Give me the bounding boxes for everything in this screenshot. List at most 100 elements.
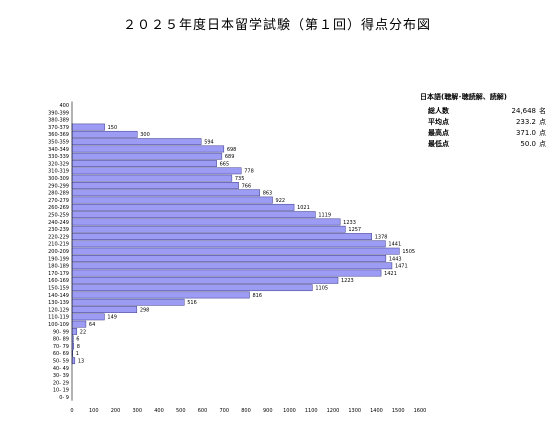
bar — [71, 196, 273, 204]
y-tick-label: 160-169 — [48, 278, 69, 284]
bar — [71, 145, 225, 153]
y-tick-label: 290-299 — [48, 183, 69, 189]
stats-label: 総人数 — [428, 106, 449, 115]
page-title: ２０２５年度日本留学試験（第１回）得点分布図 — [122, 18, 431, 33]
bar — [71, 276, 339, 284]
data-label: 22 — [80, 329, 86, 335]
stats-value: 371.0 — [515, 128, 536, 137]
data-label: 1441 — [388, 242, 401, 248]
data-label: 149 — [107, 315, 117, 321]
y-tick-label: 130-139 — [48, 300, 69, 306]
bar — [71, 357, 76, 365]
y-tick-label: 140-149 — [48, 293, 69, 299]
bar — [71, 320, 87, 328]
bar — [71, 123, 105, 131]
y-tick-label: 30- 39 — [53, 373, 69, 379]
y-tick-label: 70- 79 — [53, 344, 69, 350]
x-tick-label: 800 — [241, 408, 251, 414]
y-tick-label: 50- 59 — [53, 358, 69, 364]
bar-layer — [71, 123, 400, 365]
bar — [71, 247, 400, 255]
y-tick-label: 230-239 — [48, 227, 69, 233]
stats-unit: 点 — [539, 139, 546, 148]
y-tick-label: 60- 69 — [53, 351, 69, 357]
bar — [71, 152, 223, 160]
x-tick-label: 1000 — [283, 408, 296, 414]
bar — [71, 328, 78, 335]
data-label: 1421 — [384, 271, 397, 277]
y-tick-label: 340-349 — [48, 147, 69, 153]
data-label: 64 — [89, 322, 95, 328]
y-tick-label: 350-359 — [48, 139, 69, 145]
stats-value: 50.0 — [520, 139, 536, 148]
data-label: 6 — [76, 337, 79, 343]
bar — [71, 262, 393, 270]
data-label: 300 — [140, 132, 150, 138]
y-tick-label: 280-289 — [48, 191, 69, 197]
y-tick-label: 250-259 — [48, 212, 69, 218]
x-tick-label: 1500 — [392, 408, 405, 414]
data-label: 594 — [204, 139, 214, 145]
bar — [71, 291, 250, 299]
x-tick-label: 1400 — [370, 408, 383, 414]
y-tick-label: 20- 29 — [53, 380, 69, 386]
y-tick-label: 220-229 — [48, 234, 69, 240]
y-tick-label: 360-369 — [48, 132, 69, 138]
y-tick-label: 40- 49 — [53, 366, 69, 372]
data-label: 1378 — [375, 234, 388, 240]
stats-row-total: 総人数 24,648 名 — [420, 105, 546, 116]
y-tick-label: 260-269 — [48, 205, 69, 211]
bar — [71, 189, 260, 197]
y-tick-label: 370-379 — [48, 125, 69, 131]
data-label: 1223 — [341, 278, 354, 284]
data-label: 1 — [76, 351, 79, 357]
x-tick-label: 500 — [176, 408, 186, 414]
data-label: 665 — [220, 161, 230, 167]
y-tick-label: 400 — [59, 103, 69, 109]
data-label: 816 — [252, 293, 262, 299]
stats-value: 233.2 — [515, 117, 536, 126]
y-tick-label: 380-389 — [48, 118, 69, 124]
y-tick-label: 320-329 — [48, 161, 69, 167]
x-tick-label: 900 — [263, 408, 273, 414]
data-label: 13 — [78, 358, 84, 364]
y-tick-label: 0- 9 — [59, 395, 69, 401]
data-label: 1505 — [402, 249, 415, 255]
bar — [71, 160, 217, 167]
bar — [71, 203, 295, 211]
data-label: 150 — [108, 125, 118, 131]
bar — [71, 225, 346, 233]
x-tick-label: 1200 — [327, 408, 340, 414]
y-tick-label: 150-159 — [48, 285, 69, 291]
y-tick-label: 180-189 — [48, 264, 69, 270]
data-label: 1105 — [315, 285, 328, 291]
stats-panel: 日本語(聴解･聴読解、読解) 総人数 24,648 名 平均点 233.2 点 … — [420, 92, 546, 149]
x-tick-label: 600 — [198, 408, 208, 414]
bar — [71, 138, 202, 146]
bar — [71, 306, 138, 313]
bar — [71, 130, 138, 138]
stats-row-mean: 平均点 233.2 点 — [420, 116, 546, 127]
bar — [71, 255, 387, 262]
stats-label: 最低点 — [428, 139, 449, 148]
y-tick-label: 190-199 — [48, 256, 69, 262]
data-label: 298 — [140, 307, 150, 313]
bar — [71, 298, 185, 306]
y-tick-label: 80- 89 — [53, 337, 69, 343]
stats-unit: 点 — [539, 128, 546, 137]
x-tick-label: 700 — [219, 408, 229, 414]
data-label: 1471 — [395, 264, 408, 270]
data-label: 863 — [263, 191, 273, 197]
data-label: 778 — [244, 169, 254, 175]
data-label: 698 — [227, 147, 237, 153]
y-tick-label: 270-279 — [48, 198, 69, 204]
stats-label: 最高点 — [428, 128, 449, 137]
x-tick-label: 200 — [111, 408, 121, 414]
x-tick-layer: 0 100 200 300 400 500 600 700 800 900 1000 1100 1200… — [70, 408, 426, 414]
data-label-layer: 1503005946986896657787357668639221021111… — [76, 125, 415, 365]
data-label: 1021 — [297, 205, 310, 211]
x-tick-label: 400 — [154, 408, 164, 414]
y-tick-label: 300-309 — [48, 176, 69, 182]
y-tick-label: 310-319 — [48, 169, 69, 175]
